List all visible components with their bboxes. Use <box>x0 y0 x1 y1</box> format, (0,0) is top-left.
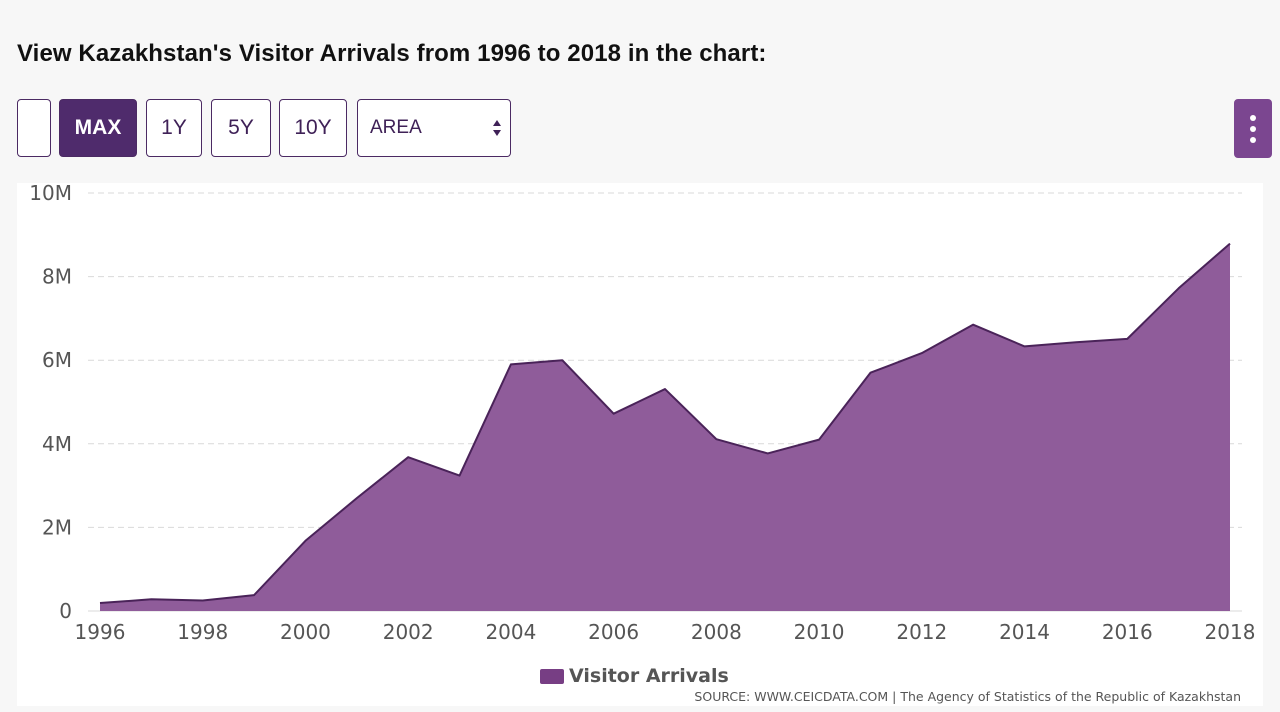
x-tick-label: 2004 <box>485 620 536 644</box>
data-point[interactable] <box>816 437 822 443</box>
range-button-max[interactable]: MAX <box>59 99 137 157</box>
y-tick-label: 10M <box>29 181 72 205</box>
data-point[interactable] <box>1022 343 1028 349</box>
x-tick-label: 2018 <box>1205 620 1256 644</box>
area-fill[interactable] <box>100 243 1230 611</box>
kebab-menu-icon-dot <box>1250 126 1256 132</box>
data-point[interactable] <box>302 538 308 544</box>
chart-legend[interactable]: Visitor Arrivals <box>540 664 729 688</box>
data-point[interactable] <box>1227 241 1233 247</box>
data-point[interactable] <box>559 357 565 363</box>
data-point[interactable] <box>1073 339 1079 345</box>
y-tick-label: 8M <box>42 265 72 289</box>
y-axis-labels: 0 2M 4M 6M 8M 10M <box>29 181 72 623</box>
data-point[interactable] <box>508 361 514 367</box>
data-point[interactable] <box>354 495 360 501</box>
x-tick-label: 1996 <box>75 620 126 644</box>
data-point[interactable] <box>662 386 668 392</box>
legend-swatch <box>540 668 564 684</box>
kebab-menu-icon-dot <box>1250 137 1256 143</box>
page-title: View Kazakhstan's Visitor Arrivals from … <box>17 40 767 67</box>
x-tick-label: 1998 <box>177 620 228 644</box>
area-series <box>97 241 1233 611</box>
y-tick-label: 4M <box>42 432 72 456</box>
data-point[interactable] <box>1176 285 1182 291</box>
x-tick-label: 2008 <box>691 620 742 644</box>
data-point[interactable] <box>457 473 463 479</box>
data-point[interactable] <box>1124 336 1130 342</box>
data-point[interactable] <box>970 322 976 328</box>
range-button-1y[interactable]: 1Y <box>146 99 202 157</box>
range-button-5y[interactable]: 5Y <box>211 99 271 157</box>
chart-type-select[interactable]: AREA <box>357 99 511 157</box>
x-axis-labels: 1996 1998 2000 2002 2004 2006 2008 2010 2012 2014… <box>75 620 1256 644</box>
data-point[interactable] <box>405 454 411 460</box>
chart-type-select-value: AREA <box>370 117 422 138</box>
x-tick-label: 2002 <box>383 620 434 644</box>
y-tick-label: 2M <box>42 515 72 539</box>
data-point[interactable] <box>713 436 719 442</box>
data-point[interactable] <box>867 370 873 376</box>
select-arrows-icon <box>493 120 501 136</box>
data-point[interactable] <box>200 598 206 604</box>
y-tick-label: 6M <box>42 348 72 372</box>
x-tick-label: 2000 <box>280 620 331 644</box>
x-tick-label: 2010 <box>794 620 845 644</box>
kebab-menu-icon <box>1250 115 1256 121</box>
data-point[interactable] <box>919 350 925 356</box>
source-note: SOURCE: WWW.CEICDATA.COM | The Agency of… <box>694 689 1241 704</box>
chart-menu-button[interactable] <box>1234 99 1272 158</box>
data-point[interactable] <box>251 592 257 598</box>
area-line <box>99 242 1231 605</box>
data-point[interactable] <box>97 600 103 606</box>
legend-label: Visitor Arrivals <box>569 665 729 687</box>
range-button-10y[interactable]: 10Y <box>279 99 347 157</box>
x-tick-label: 2012 <box>896 620 947 644</box>
data-point[interactable] <box>148 596 154 602</box>
x-tick-label: 2014 <box>999 620 1050 644</box>
data-point[interactable] <box>611 411 617 417</box>
x-tick-label: 2016 <box>1102 620 1153 644</box>
y-tick-label: 0 <box>59 599 72 623</box>
data-point[interactable] <box>765 450 771 456</box>
x-tick-label: 2006 <box>588 620 639 644</box>
range-button-blank[interactable] <box>17 99 51 157</box>
